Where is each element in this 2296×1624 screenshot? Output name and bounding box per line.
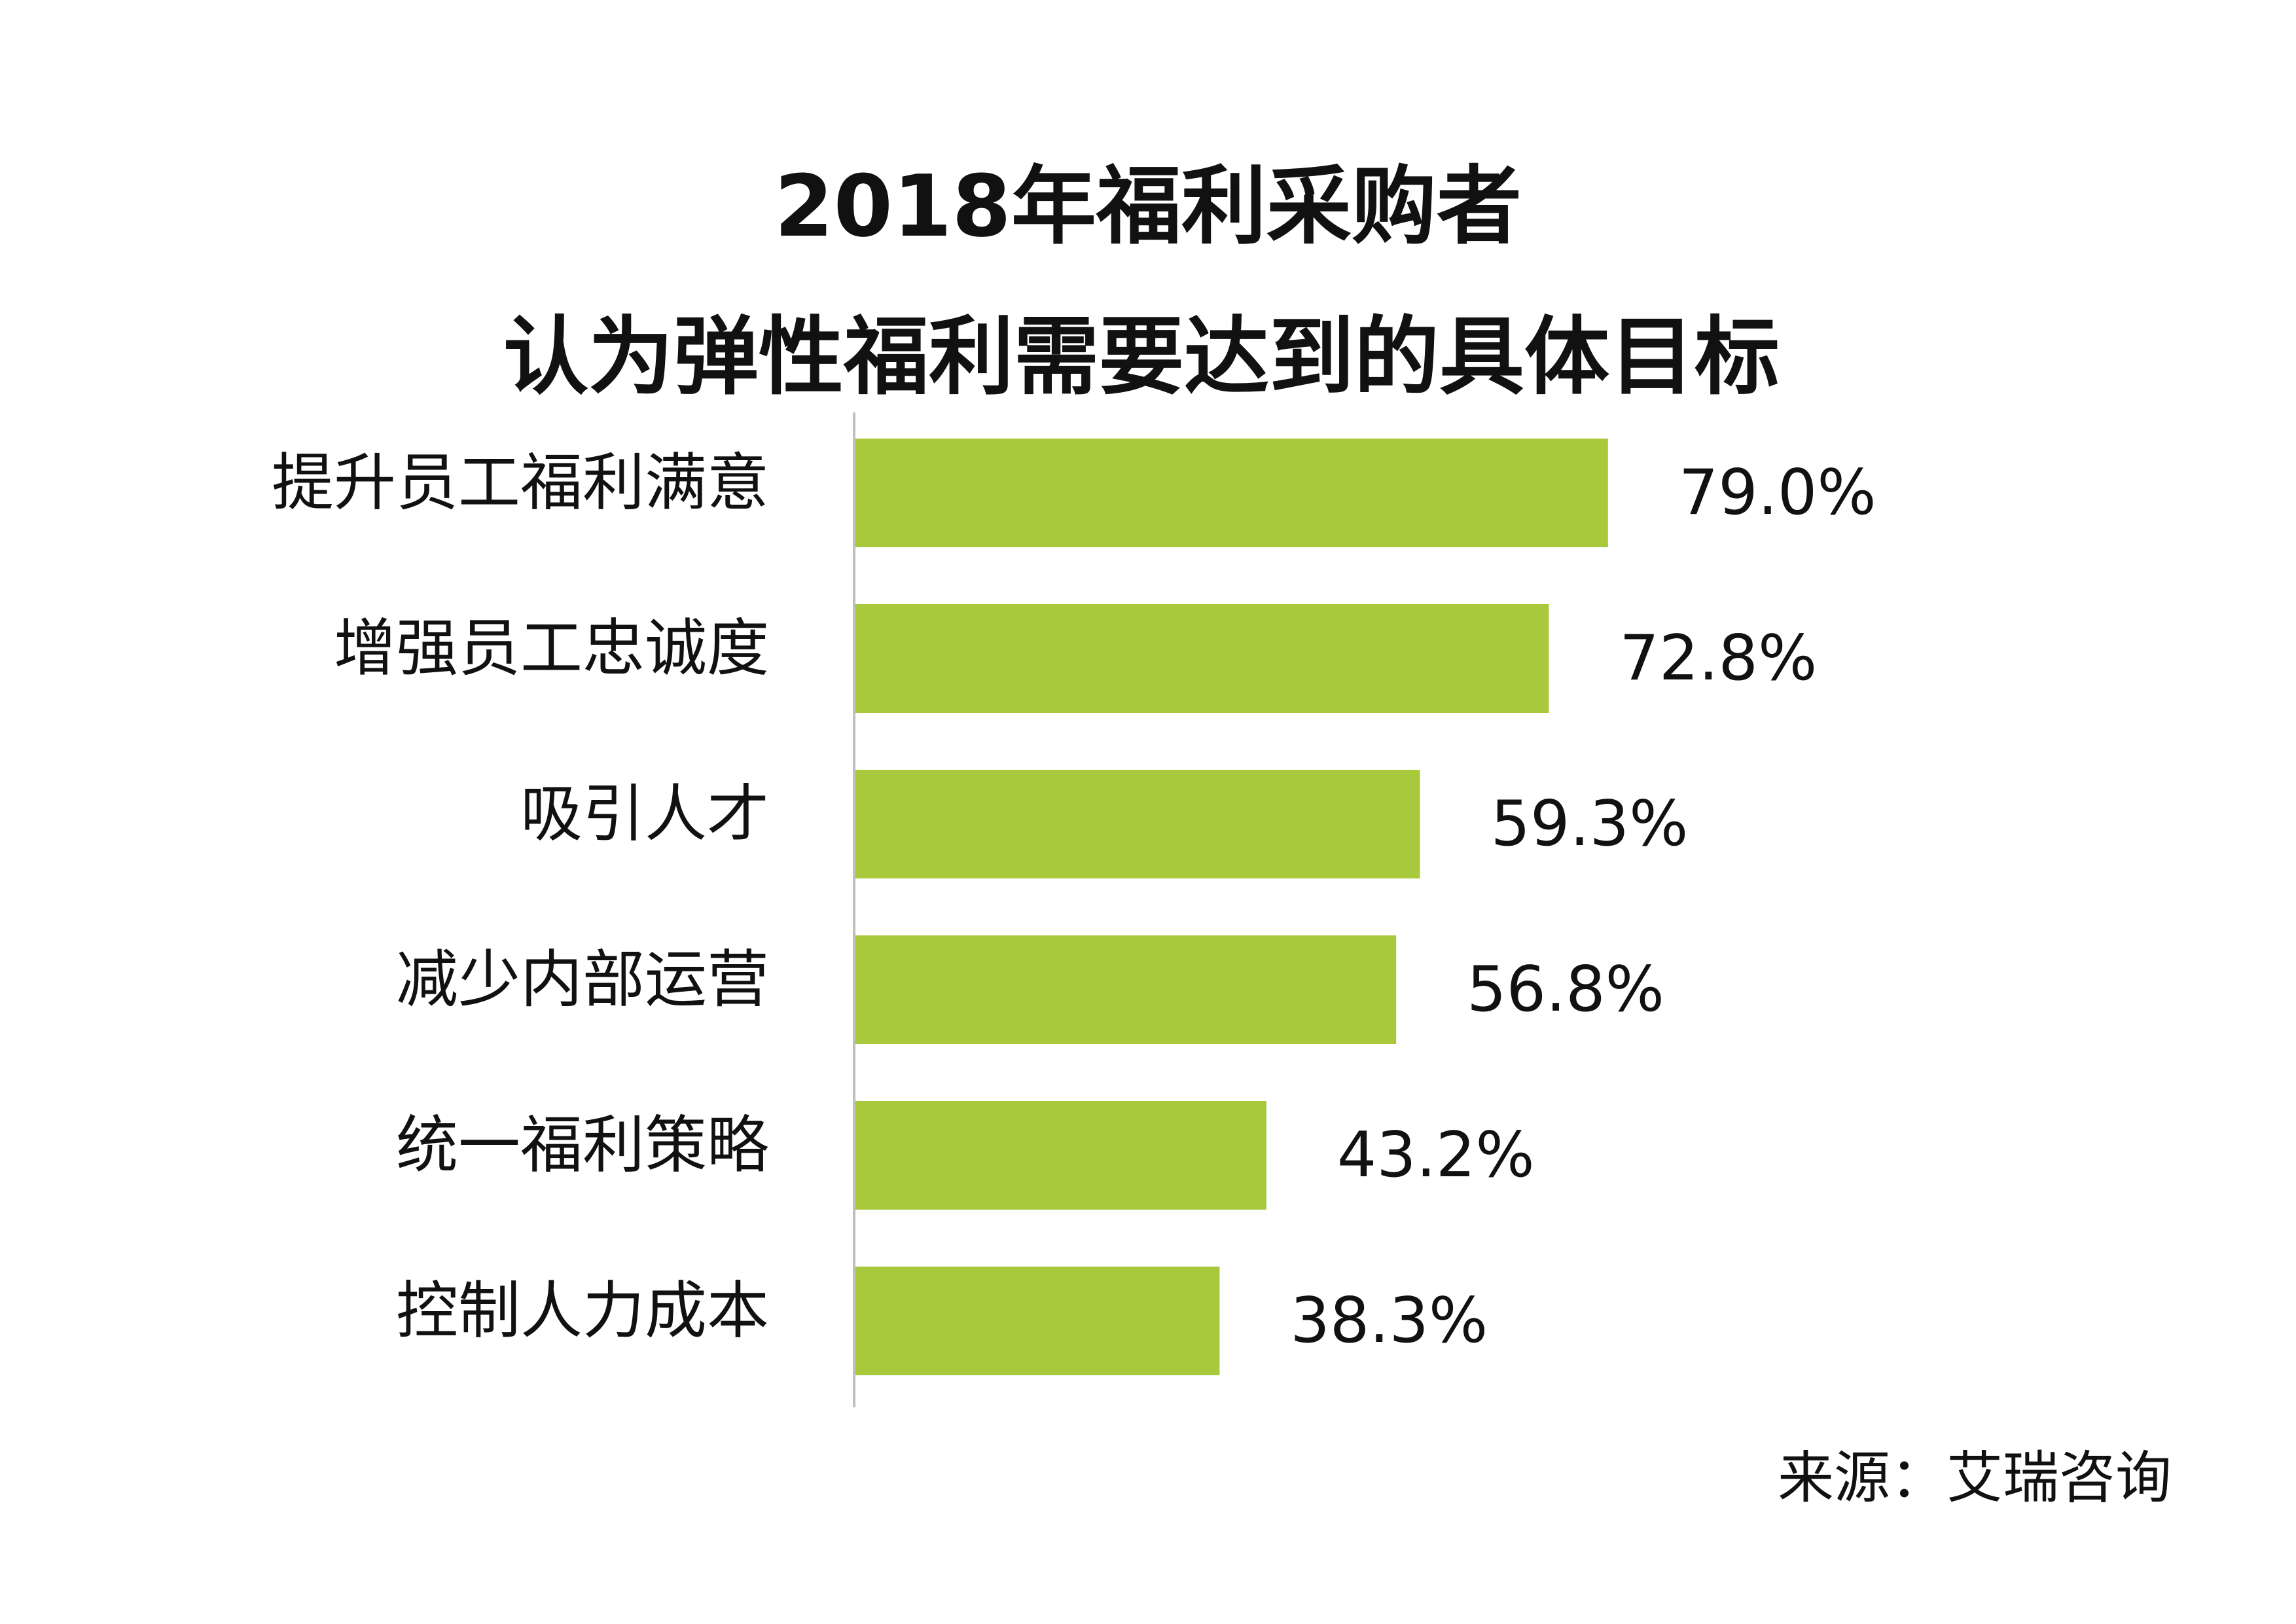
chart-title: 2018年福利采购者	[774, 156, 1522, 256]
value-label-3: 59.3%	[1491, 788, 1689, 860]
category-label-3: 吸引人才	[520, 778, 769, 850]
bars-layer	[854, 439, 1608, 1375]
bar-1	[854, 439, 1608, 547]
bar-2	[854, 604, 1549, 713]
chart-subtitle: 认为弹性福利需要达到的具体目标	[503, 307, 1780, 406]
bar-5	[854, 1101, 1266, 1210]
category-label-5: 统一福利策略	[396, 1110, 769, 1182]
bar-6	[854, 1267, 1220, 1375]
bar-3	[854, 770, 1420, 878]
category-label-4: 减少内部运营	[396, 944, 769, 1016]
category-label-1: 提升员工福利满意	[272, 447, 769, 519]
value-label-1: 79.0%	[1679, 457, 1876, 529]
labels-layer: 提升员工福利满意 79.0% 增强员工忠诚度 72.8% 吸引人才 59.3% 减少内部运营…	[272, 447, 1876, 1357]
value-label-5: 43.2%	[1337, 1119, 1535, 1191]
chart-title-block: 2018年福利采购者 认为弹性福利需要达到的具体目标	[0, 131, 2296, 432]
value-label-6: 38.3%	[1290, 1285, 1488, 1357]
source-note: 来源：艾瑞咨询	[1778, 1445, 2172, 1511]
category-label-6: 控制人力成本	[396, 1275, 769, 1347]
category-label-2: 增强员工忠诚度	[334, 613, 769, 685]
bar-4	[854, 935, 1397, 1044]
value-label-4: 56.8%	[1467, 954, 1664, 1026]
value-label-2: 72.8%	[1619, 623, 1817, 695]
